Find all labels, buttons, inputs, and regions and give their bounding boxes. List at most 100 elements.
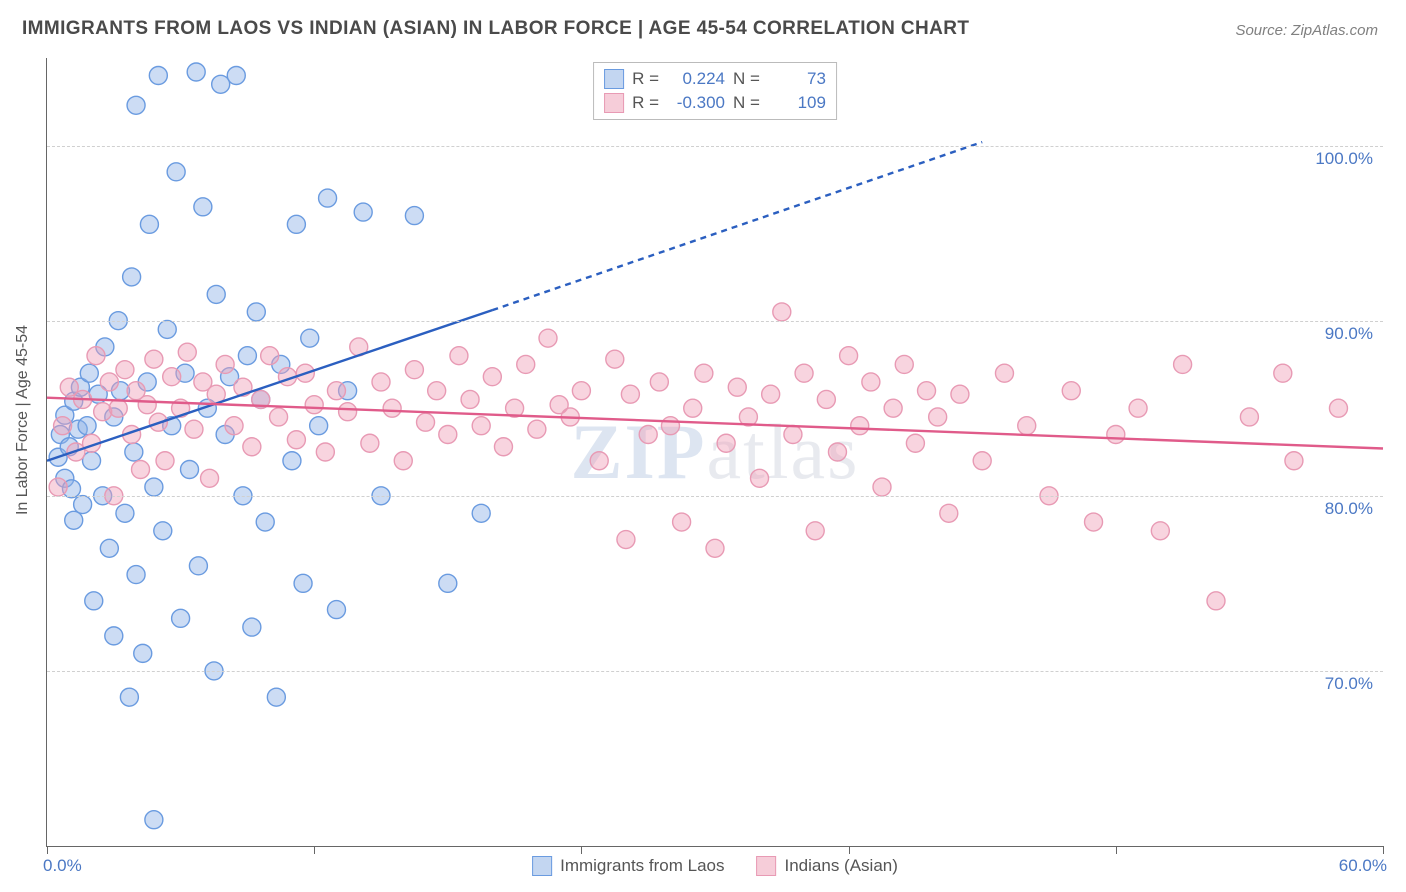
scatter-point [1018,417,1036,435]
scatter-point [243,438,261,456]
scatter-point [319,189,337,207]
legend-series: Immigrants from Laos Indians (Asian) [532,856,898,876]
scatter-point [85,592,103,610]
gridline [47,671,1383,672]
scatter-point [185,420,203,438]
scatter-point [884,399,902,417]
scatter-point [145,478,163,496]
scatter-point [178,343,196,361]
scatter-point [163,368,181,386]
scatter-point [873,478,891,496]
scatter-point [109,399,127,417]
gridline [47,496,1383,497]
source-label: Source: ZipAtlas.com [1235,22,1378,39]
scatter-point [123,268,141,286]
legend-swatch-icon [532,856,552,876]
scatter-point [1285,452,1303,470]
gridline [47,146,1383,147]
r-value: -0.300 [667,91,725,115]
gridline [47,321,1383,322]
scatter-point [310,417,328,435]
n-value: 109 [768,91,826,115]
scatter-point [78,417,96,435]
scatter-point [294,574,312,592]
x-axis-max-label: 60.0% [1339,856,1387,876]
scatter-point [951,385,969,403]
scatter-point [383,399,401,417]
y-axis-title: In Labor Force | Age 45-54 [14,325,32,515]
scatter-point [428,382,446,400]
scatter-point [116,361,134,379]
scatter-point [661,417,679,435]
scatter-point [517,355,535,373]
scatter-point [361,434,379,452]
scatter-point [773,303,791,321]
scatter-point [154,522,172,540]
scatter-point [450,347,468,365]
scatter-point [717,434,735,452]
scatter-point [145,350,163,368]
legend-row: R = 0.224 N = 73 [604,67,826,91]
scatter-point [1129,399,1147,417]
legend-item: Immigrants from Laos [532,856,724,876]
scatter-point [327,601,345,619]
legend-swatch-icon [757,856,777,876]
scatter-point [74,496,92,514]
scatter-point [127,96,145,114]
scatter-point [1274,364,1292,382]
legend-label: Indians (Asian) [785,856,898,876]
scatter-point [472,417,490,435]
scatter-point [65,511,83,529]
scatter-point [590,452,608,470]
scatter-point [439,425,457,443]
scatter-point [673,513,691,531]
scatter-point [973,452,991,470]
scatter-point [995,364,1013,382]
scatter-point [751,469,769,487]
scatter-point [528,420,546,438]
scatter-point [372,373,390,391]
scatter-point [706,539,724,557]
r-label: R = [632,67,659,91]
scatter-point [301,329,319,347]
scatter-point [840,347,858,365]
chart-title: IMMIGRANTS FROM LAOS VS INDIAN (ASIAN) I… [22,18,969,40]
scatter-point [49,478,67,496]
scatter-point [472,504,490,522]
scatter-point [267,688,285,706]
scatter-point [784,425,802,443]
regression-line-extrapolated [492,142,982,310]
y-tick-label: 70.0% [1325,674,1373,694]
scatter-point [539,329,557,347]
scatter-point [1085,513,1103,531]
scatter-point [54,417,72,435]
n-label: N = [733,67,760,91]
x-tick [314,846,315,854]
scatter-point [684,399,702,417]
plot-area: ZIPatlas R = 0.224 N = 73 R = -0.300 N =… [46,58,1383,847]
scatter-point [167,163,185,181]
scatter-point [283,452,301,470]
scatter-point [116,504,134,522]
scatter-point [134,644,152,662]
scatter-point [194,198,212,216]
scatter-point [817,390,835,408]
scatter-point [494,438,512,456]
scatter-point [354,203,372,221]
scatter-point [483,368,501,386]
n-value: 73 [768,67,826,91]
scatter-point [125,443,143,461]
scatter-point [327,382,345,400]
scatter-point [650,373,668,391]
legend-swatch-icon [604,93,624,113]
scatter-point [156,452,174,470]
scatter-point [918,382,936,400]
scatter-point [132,461,150,479]
scatter-point [172,609,190,627]
x-tick [1383,846,1384,854]
scatter-point [405,361,423,379]
scatter-point [80,364,98,382]
scatter-point [762,385,780,403]
legend-row: R = -0.300 N = 109 [604,91,826,115]
scatter-point [201,469,219,487]
